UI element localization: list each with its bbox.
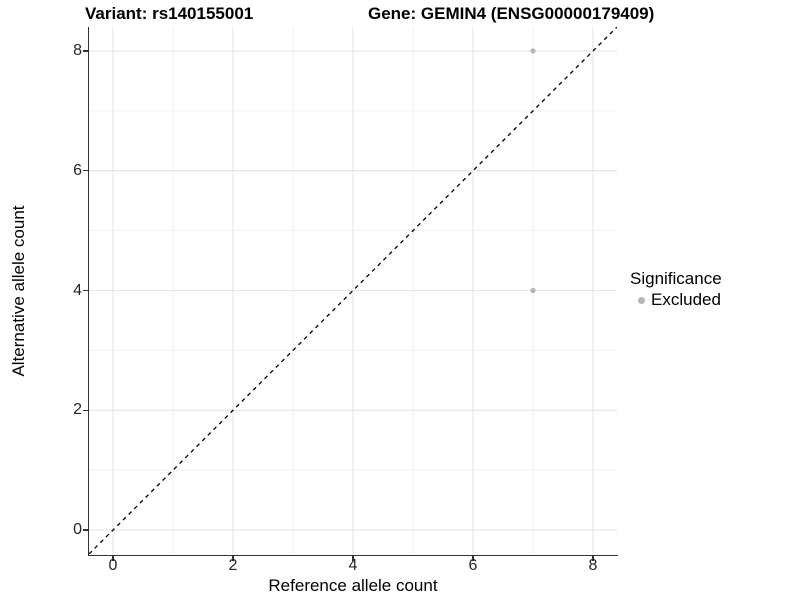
- data-point: [530, 48, 536, 54]
- legend: Significance Excluded: [630, 268, 722, 310]
- x-tick-label: 8: [588, 557, 598, 574]
- y-axis-line: [87, 27, 89, 556]
- legend-title: Significance: [630, 269, 722, 288]
- y-tick-label: 4: [73, 281, 82, 299]
- x-axis-line: [87, 554, 618, 556]
- y-tick-mark: [83, 169, 88, 172]
- excluded-point-icon: [638, 296, 645, 304]
- x-tick-label: 0: [108, 557, 118, 574]
- y-tick-label: 0: [73, 521, 82, 539]
- y-tick-label: 6: [73, 161, 82, 179]
- y-tick-label: 2: [73, 401, 82, 419]
- x-tick-label: 2: [228, 557, 238, 574]
- plot-panel: [89, 27, 617, 554]
- plot-title-gene: Gene: GEMIN4 (ENSG00000179409): [368, 4, 655, 23]
- x-tick-label: 4: [348, 557, 358, 574]
- x-tick-label: 6: [468, 557, 478, 574]
- y-axis-title: Alternative allele count: [9, 205, 28, 377]
- y-tick-mark: [83, 529, 88, 531]
- plot-title-variant: Variant: rs140155001: [85, 4, 254, 23]
- legend-item-label: Excluded: [651, 290, 721, 309]
- x-tick-mark: [472, 556, 474, 561]
- x-tick-mark: [112, 556, 114, 561]
- legend-item-excluded: Excluded: [630, 290, 722, 310]
- x-tick-mark: [232, 556, 234, 561]
- data-point: [530, 287, 536, 294]
- x-axis-title: Reference allele count: [268, 576, 438, 595]
- y-tick-mark: [83, 409, 88, 412]
- y-tick-mark: [83, 289, 88, 292]
- y-tick-label: 8: [73, 41, 82, 59]
- x-tick-mark: [592, 556, 594, 561]
- y-tick-mark: [83, 50, 88, 52]
- x-tick-mark: [352, 556, 354, 561]
